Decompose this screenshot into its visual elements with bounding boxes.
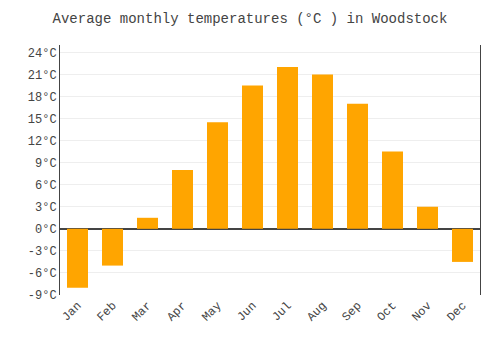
svg-text:21°C: 21°C: [28, 69, 57, 83]
svg-text:Aug: Aug: [304, 299, 329, 324]
svg-text:Oct: Oct: [374, 299, 399, 324]
svg-text:9°C: 9°C: [35, 157, 57, 171]
svg-text:Average monthly temperatures (: Average monthly temperatures (°C ) in Wo…: [53, 11, 448, 27]
svg-text:3°C: 3°C: [35, 201, 57, 215]
svg-text:12°C: 12°C: [28, 135, 57, 149]
svg-text:Mar: Mar: [129, 299, 154, 324]
svg-text:-6°C: -6°C: [28, 267, 57, 281]
svg-text:May: May: [199, 299, 224, 324]
svg-text:15°C: 15°C: [28, 113, 57, 127]
svg-text:Sep: Sep: [339, 299, 364, 324]
svg-text:0°C: 0°C: [35, 223, 57, 237]
svg-text:6°C: 6°C: [35, 179, 57, 193]
svg-text:Jun: Jun: [234, 299, 259, 324]
svg-text:-3°C: -3°C: [28, 245, 57, 259]
svg-text:18°C: 18°C: [28, 91, 57, 105]
svg-text:Jul: Jul: [269, 299, 294, 324]
svg-text:Jan: Jan: [59, 299, 84, 324]
svg-text:Dec: Dec: [444, 299, 469, 324]
svg-text:Apr: Apr: [164, 299, 189, 324]
svg-text:-9°C: -9°C: [28, 289, 57, 303]
svg-text:24°C: 24°C: [28, 47, 57, 61]
svg-text:Nov: Nov: [409, 299, 434, 324]
svg-text:Feb: Feb: [94, 299, 119, 324]
